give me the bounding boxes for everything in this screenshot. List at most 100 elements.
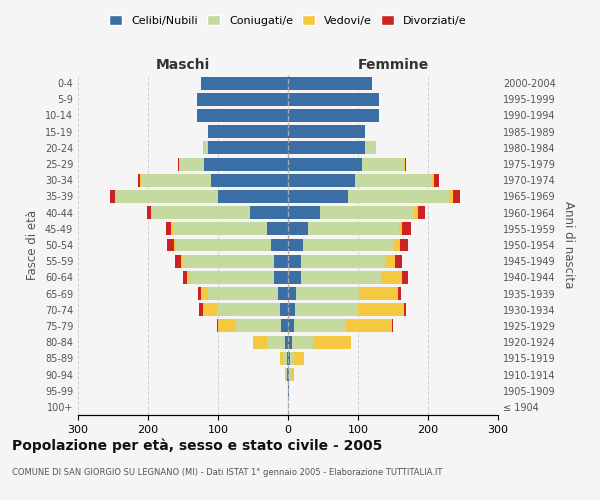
Bar bbox=[280, 352, 283, 365]
Bar bbox=[288, 336, 292, 348]
Bar bbox=[286, 368, 287, 381]
Bar bbox=[208, 125, 288, 138]
Bar bbox=[347, 190, 449, 203]
Bar bbox=[287, 368, 288, 381]
Bar bbox=[293, 320, 346, 332]
Bar bbox=[288, 384, 289, 397]
Bar bbox=[313, 336, 351, 348]
Bar bbox=[308, 222, 398, 235]
Bar bbox=[418, 206, 425, 219]
Bar bbox=[179, 158, 204, 170]
Bar bbox=[452, 190, 460, 203]
Bar bbox=[274, 254, 288, 268]
Bar bbox=[204, 158, 288, 170]
Bar bbox=[414, 206, 418, 219]
Bar bbox=[147, 206, 151, 219]
Bar bbox=[197, 93, 288, 106]
Bar bbox=[199, 304, 203, 316]
Bar bbox=[171, 222, 173, 235]
Bar bbox=[288, 158, 361, 170]
Bar bbox=[395, 254, 402, 268]
Bar bbox=[288, 287, 296, 300]
Bar bbox=[449, 190, 452, 203]
Text: Popolazione per età, sesso e stato civile - 2005: Popolazione per età, sesso e stato civil… bbox=[12, 438, 382, 453]
Bar bbox=[176, 238, 271, 252]
Bar bbox=[434, 174, 439, 186]
Bar bbox=[381, 271, 402, 284]
Bar bbox=[183, 271, 187, 284]
Bar bbox=[167, 238, 174, 252]
Bar bbox=[359, 287, 398, 300]
Bar bbox=[288, 271, 301, 284]
Bar bbox=[392, 320, 393, 332]
Bar bbox=[288, 238, 304, 252]
Bar bbox=[173, 222, 267, 235]
Bar bbox=[141, 174, 211, 186]
Bar bbox=[174, 238, 176, 252]
Bar bbox=[235, 320, 281, 332]
Bar bbox=[253, 336, 267, 348]
Bar bbox=[285, 368, 286, 381]
Bar bbox=[355, 174, 431, 186]
Bar bbox=[398, 222, 402, 235]
Bar bbox=[288, 206, 320, 219]
Bar bbox=[295, 304, 358, 316]
Bar bbox=[200, 287, 208, 300]
Bar bbox=[208, 142, 288, 154]
Bar bbox=[274, 271, 288, 284]
Bar bbox=[402, 271, 408, 284]
Bar bbox=[288, 352, 290, 365]
Bar bbox=[288, 222, 308, 235]
Bar bbox=[291, 368, 295, 381]
Bar bbox=[404, 304, 406, 316]
Text: Maschi: Maschi bbox=[156, 58, 210, 72]
Bar bbox=[288, 142, 365, 154]
Bar bbox=[288, 320, 293, 332]
Bar bbox=[431, 174, 434, 186]
Bar bbox=[200, 76, 288, 90]
Bar bbox=[116, 190, 218, 203]
Bar bbox=[301, 271, 381, 284]
Bar bbox=[320, 206, 414, 219]
Bar bbox=[271, 238, 288, 252]
Y-axis label: Fasce di età: Fasce di età bbox=[26, 210, 39, 280]
Legend: Celibi/Nubili, Coniugati/e, Vedovi/e, Divorziati/e: Celibi/Nubili, Coniugati/e, Vedovi/e, Di… bbox=[105, 10, 471, 30]
Y-axis label: Anni di nascita: Anni di nascita bbox=[562, 202, 575, 288]
Bar bbox=[250, 206, 288, 219]
Bar bbox=[199, 287, 200, 300]
Bar bbox=[280, 304, 288, 316]
Bar bbox=[288, 109, 379, 122]
Bar bbox=[140, 174, 141, 186]
Bar bbox=[178, 158, 179, 170]
Bar bbox=[181, 254, 183, 268]
Bar bbox=[208, 287, 277, 300]
Bar bbox=[293, 352, 304, 365]
Bar bbox=[288, 254, 301, 268]
Bar bbox=[284, 336, 288, 348]
Bar bbox=[217, 320, 218, 332]
Bar bbox=[292, 336, 313, 348]
Bar bbox=[288, 174, 355, 186]
Bar bbox=[287, 352, 288, 365]
Bar bbox=[187, 271, 190, 284]
Bar bbox=[358, 304, 404, 316]
Bar bbox=[400, 238, 409, 252]
Bar bbox=[404, 158, 405, 170]
Bar bbox=[109, 190, 115, 203]
Bar bbox=[288, 76, 372, 90]
Bar bbox=[394, 238, 400, 252]
Bar bbox=[166, 222, 171, 235]
Text: Femmine: Femmine bbox=[358, 58, 428, 72]
Bar bbox=[288, 125, 365, 138]
Bar bbox=[365, 142, 376, 154]
Bar bbox=[361, 158, 404, 170]
Bar bbox=[115, 190, 116, 203]
Bar bbox=[288, 304, 295, 316]
Bar bbox=[402, 222, 410, 235]
Bar bbox=[290, 352, 293, 365]
Bar bbox=[346, 320, 392, 332]
Bar bbox=[218, 190, 288, 203]
Bar bbox=[175, 254, 181, 268]
Bar bbox=[217, 304, 280, 316]
Bar bbox=[296, 287, 359, 300]
